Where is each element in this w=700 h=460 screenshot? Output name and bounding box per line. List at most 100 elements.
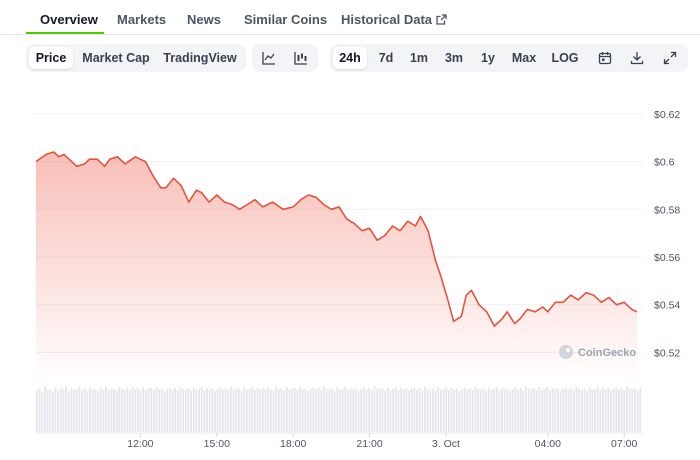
candlestick-icon[interactable]	[288, 47, 314, 69]
log-scale-button[interactable]: LOG	[551, 51, 579, 65]
volume-bar	[129, 390, 131, 432]
volume-bar	[81, 390, 84, 432]
tab-news[interactable]: News	[187, 12, 221, 27]
volume-bar	[158, 389, 161, 432]
volume-bar	[482, 388, 485, 432]
expand-icon[interactable]	[657, 47, 683, 69]
volume-bar	[206, 387, 208, 432]
volume-bar	[455, 388, 458, 432]
range-toolbar: 24h 7d 1m 3m 1y Max LOG	[330, 44, 688, 72]
volume-bar	[493, 388, 496, 432]
volume-bar	[360, 388, 363, 432]
volume-bar	[602, 387, 604, 432]
volume-bar	[107, 390, 110, 432]
volume-bar	[365, 389, 368, 432]
line-chart-icon[interactable]	[256, 47, 282, 69]
volume-bar	[182, 388, 185, 432]
volume-bar	[219, 387, 222, 432]
market-cap-button[interactable]: Market Cap	[82, 51, 150, 65]
volume-bar	[517, 389, 519, 432]
volume-bar	[331, 388, 333, 432]
volume-bar	[83, 388, 86, 432]
download-icon[interactable]	[624, 47, 650, 69]
y-tick-label: $0.54	[654, 300, 680, 312]
volume-bar	[506, 388, 509, 432]
volume-bar	[224, 387, 227, 432]
volume-bar	[384, 390, 387, 432]
volume-bar	[368, 387, 371, 432]
volume-bar	[285, 387, 288, 432]
volume-bar	[222, 389, 224, 432]
volume-bar	[36, 390, 38, 432]
volume-bar	[283, 390, 286, 432]
volume-bar	[211, 388, 214, 432]
volume-bar	[328, 389, 331, 432]
volume-bar	[187, 388, 190, 432]
calendar-icon[interactable]	[592, 47, 618, 69]
volume-bar	[198, 388, 200, 432]
tab-overview[interactable]: Overview	[40, 12, 98, 27]
volume-bar	[118, 387, 121, 432]
volume-bar	[113, 389, 115, 432]
volume-bar	[477, 388, 480, 432]
volume-bar	[610, 390, 612, 432]
volume-bar	[378, 389, 381, 432]
volume-bar	[559, 390, 562, 432]
tab-historical-data[interactable]: Historical Data	[341, 12, 447, 27]
tab-markets[interactable]: Markets	[117, 12, 167, 27]
volume-bar	[389, 389, 392, 432]
volume-bar	[264, 389, 267, 432]
volume-bar	[440, 389, 442, 432]
range-1m-button[interactable]: 1m	[409, 51, 429, 65]
volume-bar	[38, 387, 41, 432]
tab-similar-coins[interactable]: Similar Coins	[244, 12, 328, 27]
price-chart[interactable]: $0.62$0.6$0.58$0.56$0.54$0.52 CoinGecko …	[0, 86, 700, 460]
volume-bar	[626, 386, 628, 432]
range-3m-button[interactable]: 3m	[444, 51, 464, 65]
volume-bar	[429, 389, 432, 432]
range-max-button[interactable]: Max	[511, 51, 537, 65]
volume-bar	[580, 389, 583, 432]
volume-bar	[323, 386, 325, 432]
volume-bar	[461, 388, 464, 432]
volume-bar	[110, 388, 113, 432]
volume-bar	[200, 386, 203, 432]
y-tick-label: $0.58	[654, 204, 680, 216]
volume-bar	[519, 387, 522, 432]
price-button[interactable]: Price	[29, 47, 73, 69]
range-24h-button[interactable]: 24h	[333, 47, 367, 69]
range-1y-button[interactable]: 1y	[481, 51, 495, 65]
volume-bar	[272, 390, 275, 432]
volume-bar	[216, 388, 219, 432]
volume-bar	[434, 390, 437, 432]
volume-bar	[485, 390, 488, 432]
volume-bar	[179, 386, 182, 432]
volume-bar	[583, 388, 586, 432]
chart-type-toggle: Price Market Cap TradingView	[26, 44, 246, 72]
x-tick-label: 3. Oct	[432, 438, 460, 450]
volume-bar	[259, 389, 262, 432]
volume-bar	[357, 390, 360, 432]
volume-bar	[450, 387, 453, 432]
volume-bar	[636, 390, 639, 432]
volume-bar	[97, 391, 99, 432]
x-tick-label: 12:00	[127, 438, 153, 450]
volume-bar	[70, 387, 73, 432]
volume-bar	[315, 389, 317, 432]
volume-bar	[376, 388, 379, 432]
volume-bar	[57, 390, 60, 432]
volume-bar	[551, 387, 554, 432]
tradingview-button[interactable]: TradingView	[163, 51, 237, 65]
volume-bar	[503, 389, 506, 432]
volume-bar	[432, 388, 434, 432]
range-7d-button[interactable]: 7d	[378, 51, 394, 65]
volume-bar	[487, 387, 490, 432]
y-tick-label: $0.6	[654, 157, 675, 169]
volume-bar	[137, 388, 139, 432]
volume-bar	[400, 387, 402, 432]
volume-bar	[469, 387, 472, 432]
volume-bar	[277, 389, 280, 432]
volume-bar	[192, 387, 195, 432]
volume-bar	[230, 386, 232, 432]
volume-bar	[49, 388, 52, 432]
